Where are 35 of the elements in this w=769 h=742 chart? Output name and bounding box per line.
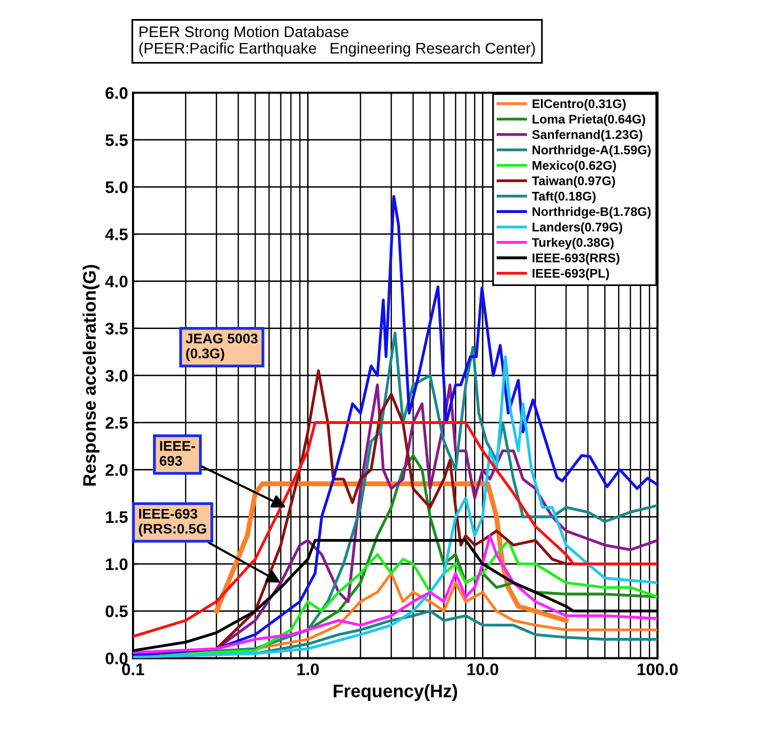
y-tick-label: 4.0 [105, 276, 128, 288]
y-tick-label: 6.0 [106, 87, 128, 99]
legend-label: IEEE-693(PL) [532, 268, 609, 280]
annotation: JEAG 5003 (0.3G) [186, 334, 258, 362]
y-tick-label: 2.5 [106, 416, 128, 429]
annotation: IEEE-693 (RRS:0.5G [138, 508, 206, 536]
legend-label: Northridge-A(1.59G) [532, 145, 651, 157]
y-tick-label: 5.0 [106, 181, 128, 194]
chart-title: PEER Strong Motion Database (PEER:Pacific Earthquake Engineering Research Center) [139, 26, 535, 57]
y-tick-label: 2.0 [106, 464, 128, 476]
y-tick-label: 4.5 [105, 228, 128, 240]
legend-label: Northridge-B(1.78G) [532, 206, 651, 219]
annotation: IEEE- 693 [160, 441, 195, 466]
legend-label: Taiwan(0.97G) [532, 176, 616, 188]
legend-label: Mexico(0.62G) [532, 160, 616, 172]
y-tick-label: 1.0 [106, 558, 128, 570]
y-axis-title: Response acceleration(G) [82, 264, 100, 486]
legend-label: Loma Prieta(0.64G) [532, 114, 646, 126]
y-tick-label: 3.5 [105, 322, 128, 335]
x-tick-label: 1.0 [297, 663, 319, 676]
y-tick-label: 3.0 [105, 370, 128, 382]
legend-label: Taft(0.18G) [532, 191, 596, 204]
x-tick-label: 100.0 [638, 663, 678, 676]
y-tick-label: 5.5 [106, 134, 128, 146]
legend-label: IEEE-693(RRS) [532, 253, 620, 265]
legend-label: Landers(0.79G) [532, 222, 622, 234]
y-tick-label: 1.5 [106, 511, 128, 524]
legend-label: Sanfernand(1.23G) [532, 130, 642, 142]
y-tick-label: 0.5 [106, 605, 128, 618]
x-tick-label: 0.1 [122, 663, 144, 676]
x-tick-label: 10.0 [468, 663, 498, 676]
x-axis-title: Frequency(Hz) [334, 684, 458, 701]
y-tick-label: 0.0 [106, 652, 128, 664]
legend-label: ElCentro(0.31G) [532, 99, 626, 111]
legend-label: Turkey(0.38G) [532, 238, 614, 250]
